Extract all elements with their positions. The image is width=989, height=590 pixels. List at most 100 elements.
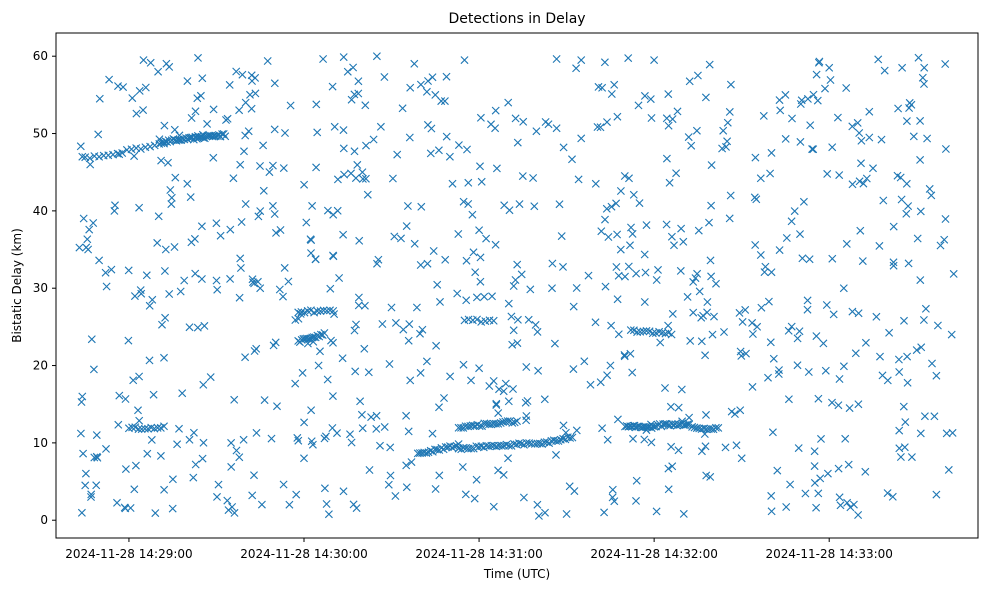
detection-marker (252, 428, 261, 437)
detection-marker (568, 433, 577, 442)
detection-marker (855, 177, 864, 186)
detection-marker (616, 245, 625, 254)
detection-marker (689, 308, 698, 317)
detection-marker (442, 72, 451, 81)
detection-marker (198, 454, 207, 463)
detection-marker (145, 356, 154, 365)
detection-marker (787, 217, 796, 226)
detection-marker (920, 412, 929, 421)
detection-marker (849, 500, 858, 509)
detection-marker (801, 489, 810, 498)
detection-marker (895, 426, 904, 435)
detection-marker (909, 132, 918, 141)
detection-marker (482, 234, 491, 243)
detection-marker (690, 423, 699, 432)
detection-marker (505, 206, 514, 215)
detection-marker (137, 425, 146, 434)
detection-marker (921, 304, 930, 313)
detection-marker (692, 424, 701, 433)
detection-marker (148, 295, 157, 304)
detection-marker (416, 80, 425, 89)
detection-marker (720, 328, 728, 336)
detection-marker (265, 168, 274, 177)
detection-marker (330, 122, 339, 131)
detection-marker (858, 257, 867, 266)
detection-marker (160, 485, 169, 494)
detection-marker (839, 362, 848, 371)
detection-marker (610, 497, 619, 506)
detection-marker (463, 145, 471, 154)
detection-marker (121, 395, 130, 403)
detection-marker (624, 54, 633, 63)
detection-marker (335, 274, 344, 282)
detection-marker (351, 174, 360, 183)
detection-marker (476, 253, 485, 262)
detection-marker (170, 243, 179, 251)
detection-marker (673, 107, 682, 116)
detection-marker (916, 207, 925, 216)
detection-marker (559, 143, 568, 152)
detection-marker (534, 366, 543, 375)
detection-marker (710, 312, 718, 321)
detection-marker (544, 120, 553, 129)
detection-marker (664, 464, 673, 473)
detection-marker (531, 320, 540, 329)
detection-marker (109, 150, 117, 159)
detection-marker (380, 423, 389, 431)
detection-marker (620, 352, 629, 361)
detection-marker (691, 274, 700, 283)
detection-marker (229, 174, 238, 183)
detection-marker (292, 490, 301, 499)
detection-marker (668, 462, 677, 471)
detection-marker (816, 474, 825, 483)
detection-marker (171, 173, 180, 182)
detection-marker (306, 306, 315, 315)
detection-marker (702, 471, 711, 480)
detection-marker (607, 321, 616, 330)
detection-marker (707, 425, 716, 433)
detection-marker (496, 419, 505, 427)
detection-marker (586, 380, 595, 389)
detection-marker (667, 232, 676, 241)
detection-marker (347, 95, 356, 104)
detection-marker (569, 365, 578, 374)
detection-marker (445, 152, 454, 161)
detection-marker (450, 442, 459, 451)
detection-marker (316, 307, 325, 316)
detection-marker (200, 321, 209, 330)
detection-marker (429, 247, 438, 255)
detection-marker (426, 446, 435, 455)
detection-marker (81, 153, 90, 162)
detection-marker (504, 397, 513, 406)
detection-marker (532, 127, 541, 136)
detection-marker (92, 452, 101, 461)
detection-marker (206, 373, 215, 382)
detection-marker (196, 133, 205, 142)
detection-marker (492, 401, 501, 409)
detection-marker (185, 435, 194, 444)
detection-marker (256, 207, 265, 216)
detection-marker (197, 222, 206, 231)
detection-marker (241, 353, 250, 362)
detection-marker (237, 218, 246, 226)
detection-marker (402, 222, 411, 231)
detection-marker (361, 174, 370, 183)
detection-marker (642, 326, 651, 335)
detection-marker (692, 126, 701, 135)
detection-marker (293, 433, 302, 442)
detection-marker (101, 268, 110, 277)
detection-marker (458, 463, 467, 471)
detection-marker (907, 100, 916, 109)
detection-marker (294, 308, 303, 317)
detection-marker (464, 178, 473, 187)
detection-marker (462, 296, 471, 305)
detection-marker (433, 280, 442, 289)
detection-marker (904, 259, 913, 268)
detection-marker (714, 423, 723, 432)
detection-marker (268, 161, 277, 170)
detection-marker (476, 277, 485, 286)
detection-marker (759, 111, 768, 120)
detection-marker (499, 418, 507, 426)
detection-marker (308, 440, 317, 449)
detection-marker (79, 449, 88, 458)
